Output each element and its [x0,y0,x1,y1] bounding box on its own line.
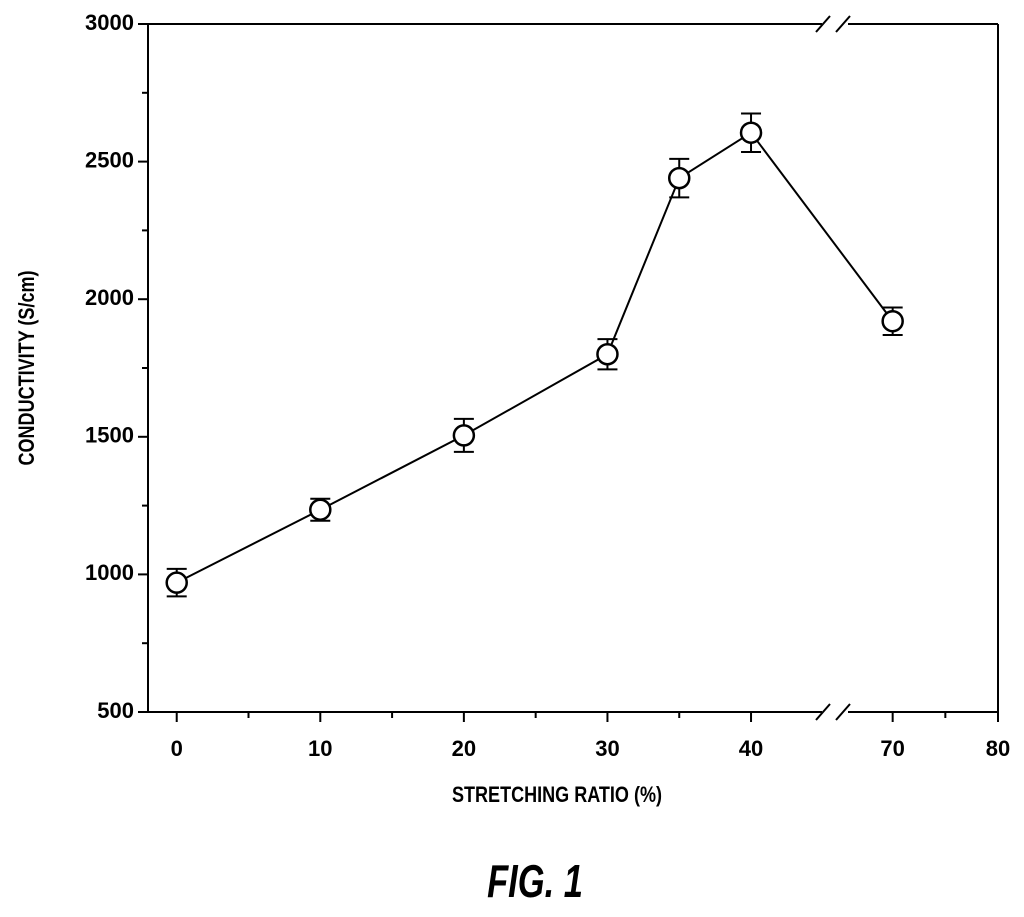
x-axis-label: STRETCHING RATIO (%) [452,783,662,807]
data-point [596,342,619,366]
x-tick-label: 40 [739,736,763,761]
axis-break [815,703,831,721]
y-tick-label: 1000 [85,560,134,585]
data-point [165,571,188,594]
x-tick-label: 0 [171,736,183,761]
axis-break [815,15,831,33]
axis-break [835,15,851,33]
data-point [309,498,332,521]
y-axis-label: CONDUCTIVITY (S/cm) [15,270,39,465]
data-point [881,309,904,333]
x-tick-label: 80 [986,736,1010,761]
data-line [176,131,894,584]
y-tick-label: 500 [97,698,134,723]
y-tick-label: 2500 [85,147,134,172]
y-tick-label: 2000 [85,285,134,310]
x-tick-label: 70 [880,736,904,761]
data-point [739,121,763,144]
axis-break [835,703,851,721]
y-tick-label: 3000 [85,10,134,35]
x-tick-label: 10 [308,736,332,761]
x-tick-label: 30 [595,736,619,761]
y-tick-label: 1500 [85,423,134,448]
data-point [452,424,476,447]
x-tick-label: 20 [452,736,476,761]
figure-title: FIG. 1 [487,855,583,907]
data-point [667,166,691,190]
